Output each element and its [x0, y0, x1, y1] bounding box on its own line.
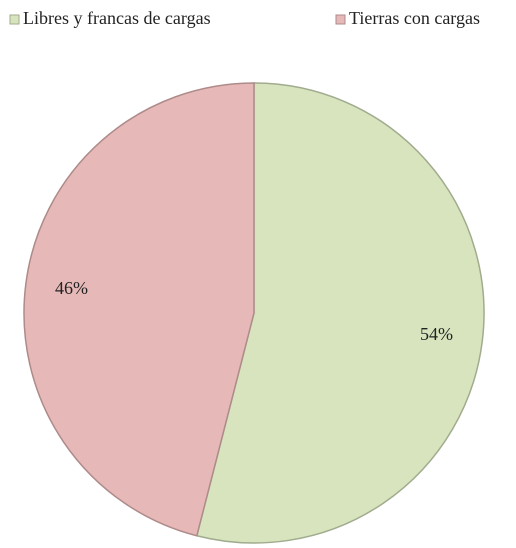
data-label: 54% [420, 324, 453, 344]
legend-swatch [335, 14, 346, 25]
legend-label: Libres y francas de cargas [23, 8, 211, 28]
legend-swatch [9, 14, 20, 25]
legend-label: Tierras con cargas [349, 8, 480, 28]
pie-slice [23, 82, 255, 537]
pie-slice [195, 82, 485, 544]
data-label: 46% [55, 278, 88, 298]
